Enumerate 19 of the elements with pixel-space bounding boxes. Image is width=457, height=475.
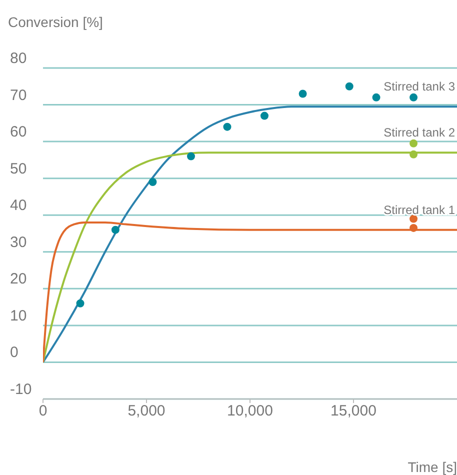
y-tick-label: 20 <box>10 270 27 288</box>
y-tick-label: 70 <box>10 86 27 104</box>
series-label: Stirred tank 1 <box>384 202 456 217</box>
y-tick-label: 30 <box>10 234 27 251</box>
y-tick-label: 50 <box>10 160 27 178</box>
x-tick-label: 0 <box>38 402 48 420</box>
y-axis-title: Conversion [%] <box>8 14 103 30</box>
x-axis-title: Time [s] <box>408 459 457 475</box>
series-label: Stirred tank 3 <box>384 80 456 94</box>
series-label: Stirred tank 2 <box>384 126 456 140</box>
y-tick-label: 60 <box>10 124 27 141</box>
x-tick-label: 10,000 <box>227 402 273 420</box>
y-tick-label: -10 <box>10 381 32 398</box>
x-tick-label: 15,000 <box>330 402 376 420</box>
y-tick-label: 10 <box>10 307 27 324</box>
y-tick-label: 0 <box>10 344 18 362</box>
y-tick-label: 40 <box>10 197 27 214</box>
y-tick-label: 80 <box>10 50 27 67</box>
x-tick-label: 5,000 <box>128 402 166 420</box>
